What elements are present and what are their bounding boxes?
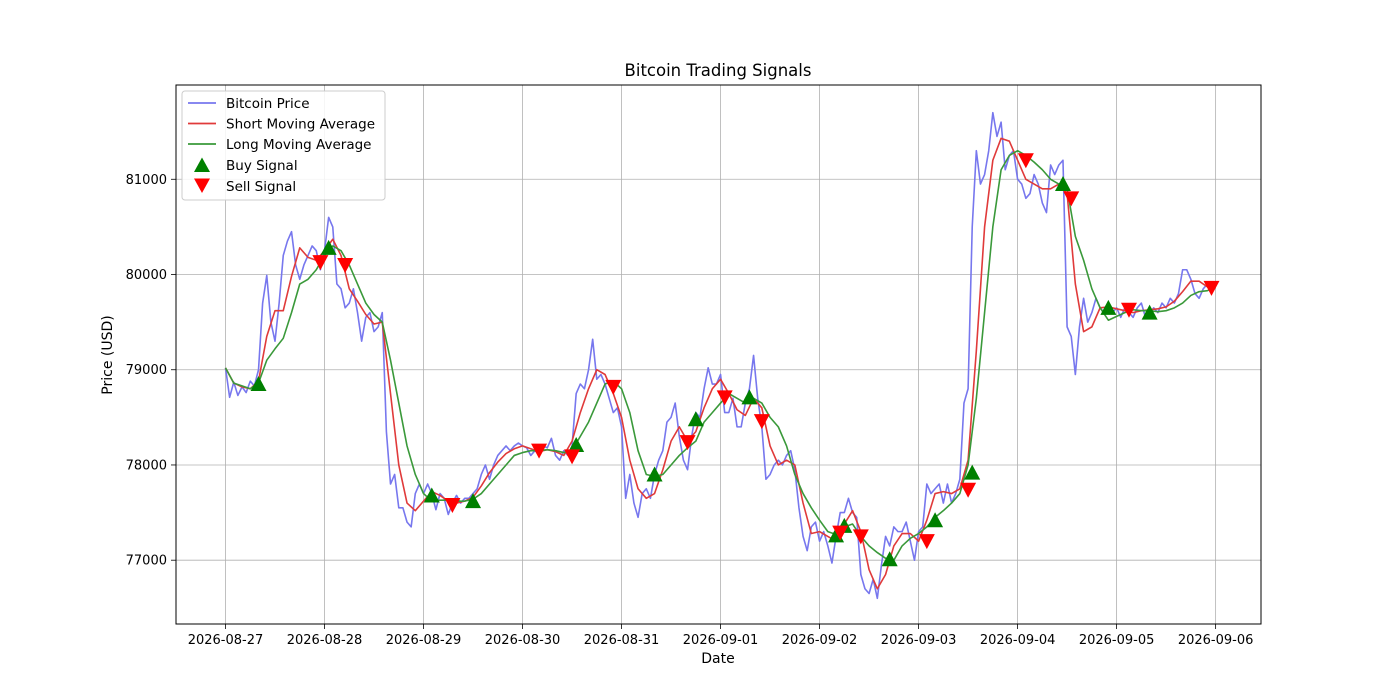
sell-signal-marker [1120,302,1137,318]
x-tick-label: 2026-08-30 [485,633,561,648]
x-tick-label: 2026-09-01 [683,633,759,648]
series-line-short-ma [224,137,1212,590]
x-axis-ticks: 2026-08-27 2026-08-28 2026-08-29 2026-08-30… [188,624,1254,648]
sell-signal-marker [832,525,849,541]
y-tick-label: 79000 [126,363,167,378]
sell-signal-marker [1063,191,1080,207]
buy-signal-marker [320,239,337,255]
sell-signal-marker [1017,153,1034,169]
series-line-price [224,111,1213,600]
series-lines [224,111,1213,600]
y-tick-label: 80000 [126,268,167,283]
legend-swatch-sell [194,178,210,193]
sell-signal-marker [531,443,548,459]
x-tick-label: 2026-08-27 [188,633,264,648]
buy-signal-marker [568,436,585,452]
signal-markers [250,153,1220,567]
sell-signal-marker [918,534,935,550]
legend-label-buy: Buy Signal [226,158,298,174]
x-tick-label: 2026-08-29 [386,633,462,648]
buy-signal-marker [1054,176,1071,192]
buy-signal-marker [741,389,758,405]
x-tick-label: 2026-08-31 [584,633,660,648]
chart-title: Bitcoin Trading Signals [625,61,812,80]
sell-signal-marker [1203,280,1220,296]
y-axis-ticks: 77000 78000 79000 80000 81000 [126,173,176,569]
y-tick-label: 81000 [126,173,167,188]
series-line-long-ma [224,149,1212,561]
buy-signal-marker [687,411,704,427]
buy-signal-marker [250,376,267,392]
legend-label-long-ma: Long Moving Average [226,137,371,153]
legend-swatch-buy [194,157,210,172]
y-axis-label: Price (USD) [100,315,116,394]
x-tick-label: 2026-09-06 [1178,633,1254,648]
x-tick-label: 2026-09-05 [1079,633,1155,648]
x-tick-label: 2026-09-04 [980,633,1056,648]
sell-signal-marker [564,449,581,465]
plot-area [224,111,1220,600]
y-tick-label: 77000 [126,554,167,569]
sell-signal-marker [444,497,461,513]
legend-box [181,90,386,201]
sell-signal-marker [312,255,329,271]
buy-signal-marker [646,466,663,482]
y-tick-label: 78000 [126,458,167,473]
x-axis-label: Date [701,651,734,667]
legend-label-sell: Sell Signal [226,179,296,195]
legend: Bitcoin Price Short Moving Average Long … [181,90,386,201]
x-tick-label: 2026-09-03 [881,633,957,648]
sell-signal-marker [337,257,354,273]
buy-signal-marker [423,487,440,503]
buy-signal-marker [964,464,981,480]
buy-signal-marker [1100,299,1117,315]
sell-signal-marker [716,390,733,406]
sell-signal-marker [753,414,770,430]
x-tick-label: 2026-09-02 [782,633,858,648]
sell-signal-marker [679,435,696,451]
legend-label-price: Bitcoin Price [226,96,310,112]
legend-label-short-ma: Short Moving Average [226,117,375,133]
buy-signal-marker [927,512,944,528]
buy-signal-marker [881,551,898,567]
buy-signal-marker [1141,304,1158,320]
sell-signal-marker [852,529,869,545]
sell-signal-marker [960,482,977,498]
buy-signal-marker [465,493,482,509]
plot-frame [175,84,1262,625]
sell-signal-marker [605,379,622,395]
x-tick-label: 2026-08-28 [287,633,363,648]
